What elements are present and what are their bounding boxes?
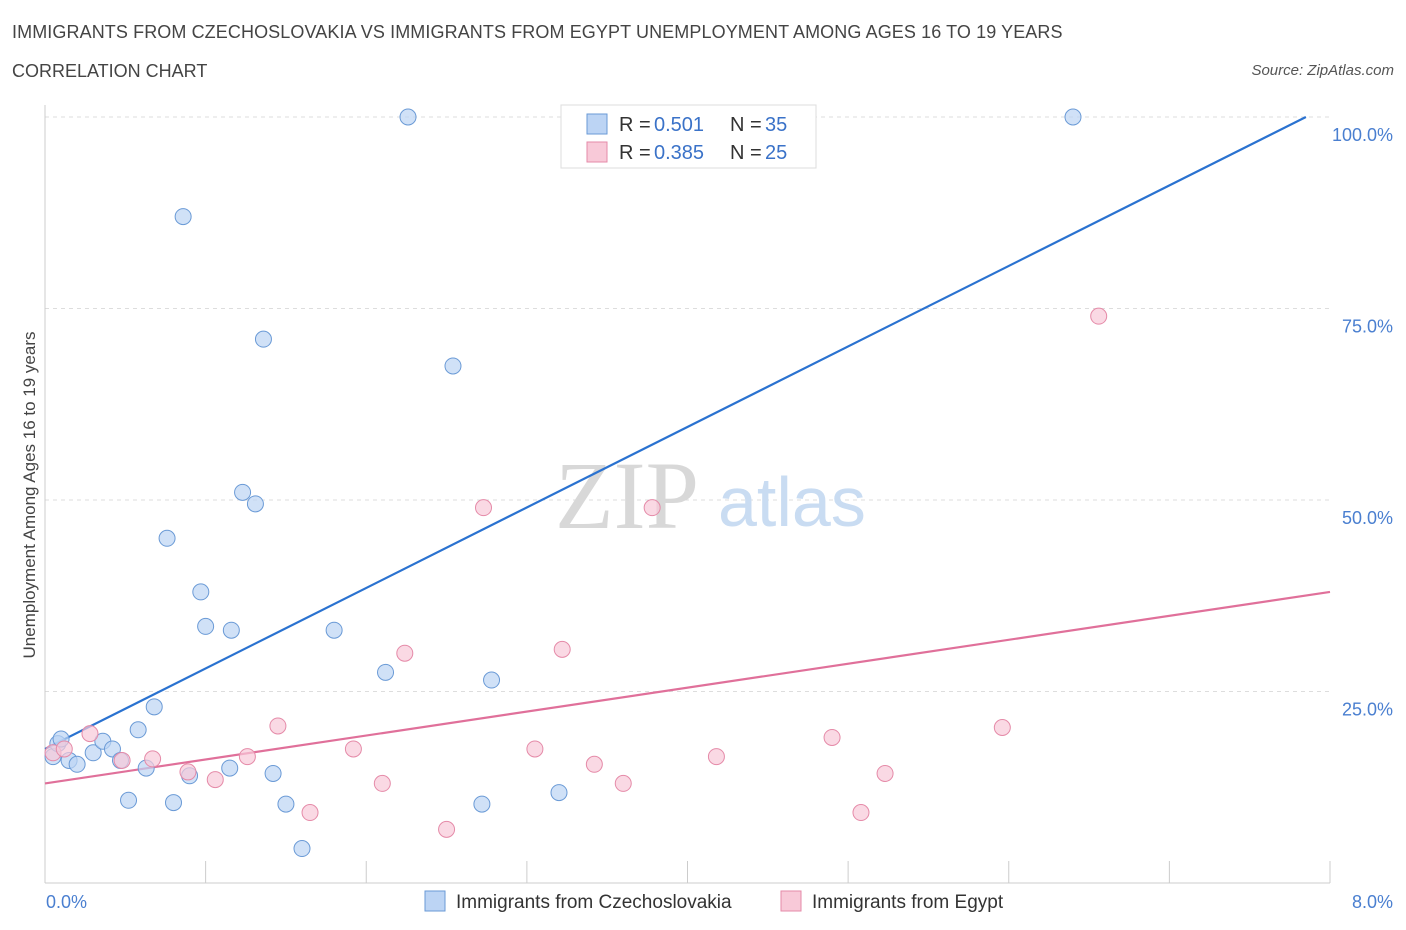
- egypt-point-25: [1090, 307, 1108, 325]
- watermark-zip-text: ZIP: [555, 442, 699, 549]
- legend-r-value-czechoslovakia: 0.501: [654, 114, 704, 136]
- legend-r-label-egypt: R =: [619, 142, 651, 164]
- legend-n-value-egypt: 25: [765, 142, 787, 164]
- egypt-point-20: [707, 748, 725, 766]
- czechoslovakia-point-4: [84, 744, 102, 762]
- czechoslovakia-point-16: [192, 583, 210, 601]
- grid-lines: [45, 116, 1330, 692]
- egypt-point-4: [144, 750, 162, 768]
- series-legend-swatch-czechoslovakia: [424, 890, 446, 912]
- y-tick-labels: 25.0% 50.0% 75.0% 100.0%: [1332, 125, 1393, 720]
- egypt-point-21: [823, 728, 841, 746]
- legend-swatch-egypt: [586, 141, 608, 163]
- axes: [44, 105, 1331, 884]
- czechoslovakia-point-33: [1064, 108, 1082, 126]
- legend-swatch-czechoslovakia: [586, 113, 608, 135]
- czechoslovakia-point-18: [221, 759, 239, 777]
- egypt-point-3: [113, 751, 131, 769]
- egypt-point-7: [238, 748, 256, 766]
- czechoslovakia-point-27: [377, 663, 395, 681]
- czechoslovakia-point-9: [129, 721, 147, 739]
- egypt-point-1: [55, 740, 73, 758]
- x-tick-labels: 0.0% 8.0%: [46, 892, 1393, 912]
- czechoslovakia-point-20: [234, 483, 252, 501]
- czechoslovakia-point-22: [254, 330, 272, 348]
- egypt-point-17: [585, 755, 603, 773]
- egypt-point-16: [553, 640, 571, 658]
- czechoslovakia-point-19: [222, 621, 240, 639]
- y-tick-label-2: 75.0%: [1342, 317, 1393, 337]
- czechoslovakia-point-14: [174, 208, 192, 226]
- trend-lines: [44, 116, 1331, 785]
- x-tick-label-1: 8.0%: [1352, 892, 1393, 912]
- watermark-atlas-text: atlas: [718, 463, 866, 541]
- czechoslovakia-point-11: [145, 698, 163, 716]
- czechoslovakia-point-26: [325, 621, 343, 639]
- legend-r-value-egypt: 0.385: [654, 142, 704, 164]
- egypt-point-6: [206, 771, 224, 789]
- czechoslovakia-point-8: [120, 791, 138, 809]
- legend-r-label-czechoslovakia: R =: [619, 114, 651, 136]
- czechoslovakia-point-3: [68, 755, 86, 773]
- source-credit: Source: ZipAtlas.com: [1251, 62, 1394, 79]
- y-tick-label-1: 50.0%: [1342, 508, 1393, 528]
- egypt-point-15: [526, 740, 544, 758]
- czechoslovakia-point-12: [158, 529, 176, 547]
- egypt-point-24: [993, 719, 1011, 737]
- czechoslovakia-point-25: [293, 840, 311, 858]
- egypt-point-8: [269, 717, 287, 735]
- egypt-point-12: [396, 644, 414, 662]
- egypt-point-11: [373, 774, 391, 792]
- czechoslovakia-point-13: [165, 794, 182, 812]
- czechoslovakia-point-24: [277, 795, 295, 813]
- series-legend-label-egypt: Immigrants from Egypt: [812, 892, 1004, 913]
- czechoslovakia-trend-line: [44, 116, 1307, 750]
- czechoslovakia-point-32: [550, 784, 568, 802]
- legend-n-label-egypt: N =: [730, 142, 762, 164]
- czechoslovakia-point-17: [197, 617, 215, 635]
- series-legend-swatch-egypt: [780, 890, 802, 912]
- egypt-point-23: [876, 764, 894, 782]
- czechoslovakia-point-28: [399, 108, 417, 126]
- egypt-point-18: [614, 774, 632, 792]
- legend-n-label-czechoslovakia: N =: [730, 114, 762, 136]
- egypt-point-22: [852, 804, 870, 822]
- egypt-point-14: [475, 499, 493, 517]
- egypt-point-5: [179, 763, 197, 781]
- watermark: ZIP atlas: [555, 442, 866, 549]
- czechoslovakia-point-31: [483, 671, 501, 689]
- y-tick-label-0: 25.0%: [1342, 700, 1393, 720]
- correlation-legend: R = 0.501 N = 35 R = 0.385 N = 25: [560, 104, 817, 169]
- series-legend-label-czechoslovakia: Immigrants from Czechoslovakia: [456, 892, 732, 913]
- data-points: [44, 108, 1108, 858]
- x-tick-label-0: 0.0%: [46, 892, 87, 912]
- czechoslovakia-point-6: [103, 740, 121, 758]
- chart-subtitle: CORRELATION CHART: [12, 61, 208, 81]
- czechoslovakia-point-29: [444, 357, 462, 375]
- egypt-point-10: [344, 740, 362, 758]
- egypt-point-2: [81, 725, 99, 743]
- czechoslovakia-point-21: [246, 495, 264, 513]
- series-legend: Immigrants from Czechoslovakia Immigrant…: [424, 890, 1004, 913]
- egypt-point-13: [438, 820, 456, 838]
- chart-title: IMMIGRANTS FROM CZECHOSLOVAKIA VS IMMIGR…: [12, 22, 1063, 42]
- egypt-trend-line: [44, 590, 1331, 785]
- egypt-point-19: [643, 499, 661, 517]
- y-tick-label-3: 100.0%: [1332, 125, 1393, 145]
- legend-n-value-czechoslovakia: 35: [765, 114, 787, 136]
- egypt-point-9: [301, 804, 319, 822]
- czechoslovakia-point-30: [473, 795, 491, 813]
- czechoslovakia-point-23: [264, 764, 282, 782]
